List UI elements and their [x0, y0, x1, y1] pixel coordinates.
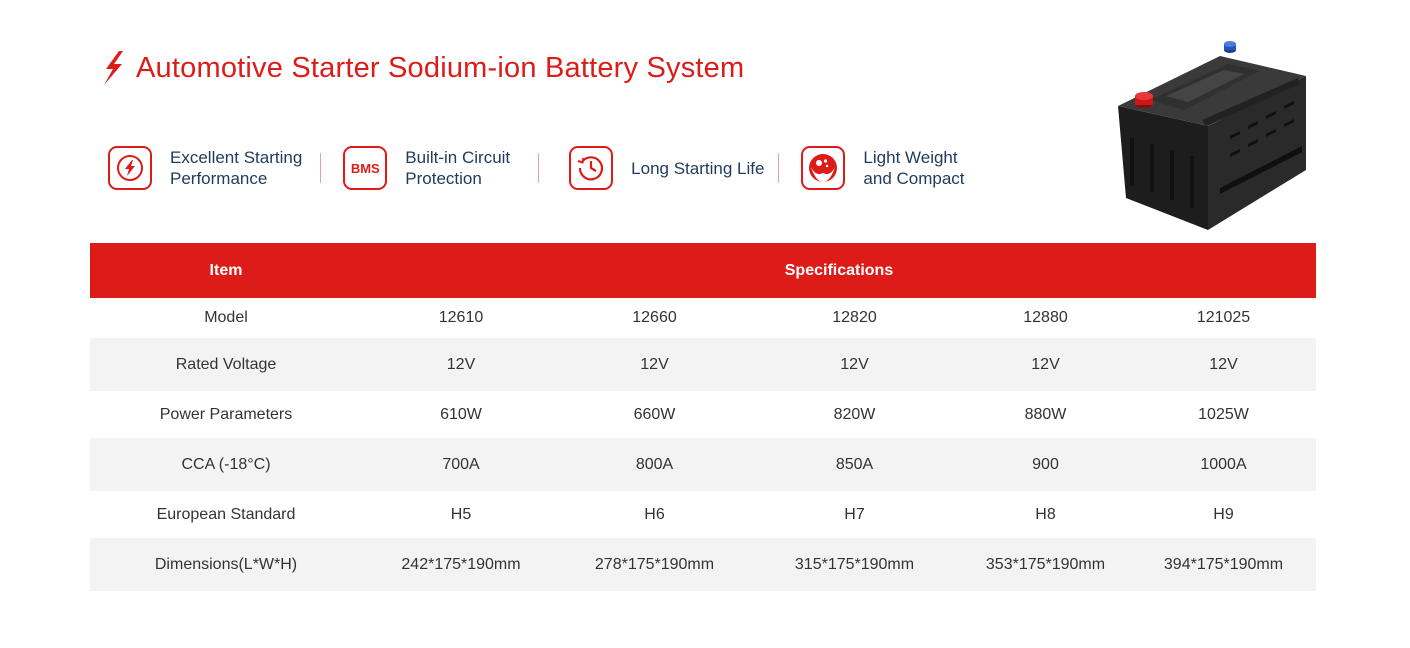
cell: H7	[844, 505, 865, 523]
feature-circuit-protection: BMS Built-in Circuit Protection	[343, 146, 510, 190]
table-row: Rated Voltage 12V 12V 12V 12V 12V	[90, 338, 1316, 391]
row-label: European Standard	[156, 505, 296, 523]
cell: 242*175*190mm	[362, 538, 560, 591]
table-header-row: Item Specifications	[90, 243, 1316, 298]
lightning-bolt-icon	[104, 51, 123, 85]
page-title: Automotive Starter Sodium-ion Battery Sy…	[136, 51, 745, 84]
cell: H5	[450, 505, 472, 523]
table-row: CCA (-18°C) 700A 800A 850A 900 1000A	[90, 438, 1316, 491]
cell: 12V	[362, 338, 560, 391]
feature-starting-performance: Excellent Starting Performance	[108, 146, 302, 190]
cell: H8	[1035, 505, 1056, 523]
cell: 121025	[1196, 309, 1251, 326]
feature-label: Excellent Starting Performance	[170, 148, 303, 188]
header-item: Item	[90, 243, 362, 298]
feature-divider	[538, 153, 540, 183]
cell: 610W	[440, 405, 482, 423]
feature-list: Excellent Starting Performance BMS Built…	[108, 146, 965, 190]
cell: 660W	[633, 405, 676, 423]
table-row: Power Parameters 610W 660W 820W 880W 102…	[90, 391, 1316, 438]
bms-icon: BMS	[343, 146, 388, 190]
feature-label: Light Weight and Compact	[863, 148, 965, 188]
title-row: Automotive Starter Sodium-ion Battery Sy…	[100, 50, 744, 86]
cell: 353*175*190mm	[960, 538, 1131, 591]
feature-light-weight: Light Weight and Compact	[801, 146, 965, 190]
cell: 1000A	[1131, 438, 1316, 491]
cell: 1025W	[1198, 405, 1249, 423]
feature-starting-life: Long Starting Life	[569, 146, 764, 190]
cell: 820W	[833, 405, 876, 423]
cell: 394*175*190mm	[1131, 538, 1316, 591]
feather-weight-icon	[801, 146, 846, 190]
cell: 12V	[960, 338, 1131, 391]
table-row: Dimensions(L*W*H) 242*175*190mm 278*175*…	[90, 538, 1316, 591]
cell: 12820	[832, 309, 877, 326]
feature-divider	[320, 153, 322, 183]
cell: 12V	[1131, 338, 1316, 391]
row-label: Dimensions(L*W*H)	[90, 538, 362, 591]
car-battery-image	[1118, 41, 1306, 230]
cell: H9	[1213, 505, 1234, 523]
row-label: Power Parameters	[159, 405, 293, 423]
feature-label: Built-in Circuit Protection	[405, 148, 511, 188]
lightning-circle-icon	[108, 146, 152, 190]
cell: 12V	[749, 338, 960, 391]
row-label: Rated Voltage	[90, 338, 362, 391]
header-specifications: Specifications	[362, 243, 1316, 298]
cell: 900	[960, 438, 1131, 491]
row-label: Model	[204, 309, 248, 326]
feature-label: Long Starting Life	[631, 158, 765, 178]
cell: 700A	[362, 438, 560, 491]
cell: 12880	[1023, 309, 1068, 326]
table-row: European Standard H5 H6 H7 H8 H9	[90, 491, 1316, 538]
clock-history-icon	[569, 146, 614, 190]
cell: 800A	[560, 438, 749, 491]
cell: 850A	[749, 438, 960, 491]
cell: 315*175*190mm	[749, 538, 960, 591]
feature-divider	[778, 153, 780, 183]
row-label: CCA (-18°C)	[90, 438, 362, 491]
table-row: Model 12610 12660 12820 12880 121025	[90, 298, 1316, 338]
cell: H6	[644, 505, 665, 523]
spec-table: Item Specifications Model 12610 12660 12…	[90, 243, 1316, 591]
cell: 880W	[1024, 405, 1067, 423]
cell: 278*175*190mm	[560, 538, 749, 591]
cell: 12610	[438, 309, 484, 326]
cell: 12V	[560, 338, 749, 391]
cell: 12660	[632, 309, 677, 326]
